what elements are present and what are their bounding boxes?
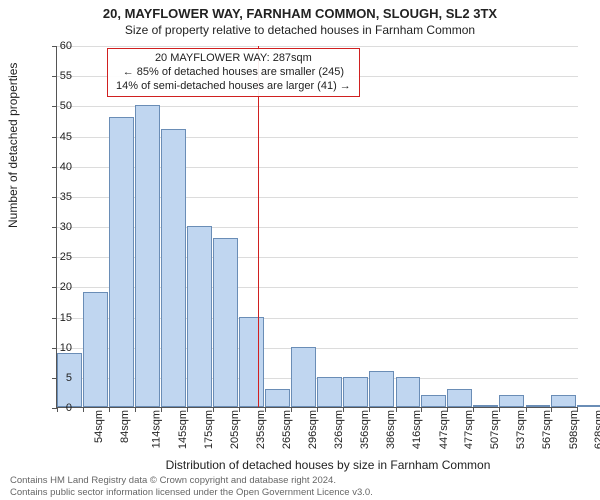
histogram-bar	[109, 117, 134, 407]
y-tick-label: 15	[60, 312, 72, 324]
histogram-bar	[317, 377, 342, 407]
x-tick-label: 416sqm	[411, 410, 423, 449]
x-axis-title: Distribution of detached houses by size …	[28, 458, 600, 472]
annotation-line: 20 MAYFLOWER WAY: 287sqm	[116, 52, 351, 66]
plot-area: 20 MAYFLOWER WAY: 287sqm ← 85% of detach…	[56, 46, 578, 408]
histogram-bar	[473, 405, 498, 407]
x-tick-mark	[83, 407, 84, 412]
y-tick-mark	[52, 137, 57, 138]
y-tick-label: 5	[66, 372, 72, 384]
histogram-bar	[213, 238, 238, 407]
histogram-bar	[369, 371, 394, 407]
histogram-bar	[526, 405, 551, 407]
x-tick-label: 326sqm	[333, 410, 345, 449]
y-tick-mark	[52, 106, 57, 107]
annotation-line: 14% of semi-detached houses are larger (…	[116, 80, 351, 94]
x-tick-label: 145sqm	[178, 410, 190, 449]
histogram-bar	[135, 105, 160, 407]
x-tick-label: 598sqm	[568, 410, 580, 449]
y-tick-label: 35	[60, 191, 72, 203]
histogram-bar	[499, 395, 524, 407]
footer-line: Contains public sector information licen…	[10, 487, 373, 498]
x-tick-label: 296sqm	[308, 410, 320, 449]
x-tick-label: 477sqm	[464, 410, 476, 449]
x-tick-label: 628sqm	[594, 410, 600, 449]
x-tick-label: 54sqm	[93, 410, 105, 443]
histogram-bar	[187, 226, 212, 407]
chart-area: 20 MAYFLOWER WAY: 287sqm ← 85% of detach…	[56, 46, 578, 408]
y-tick-label: 0	[66, 402, 72, 414]
x-tick-label: 235sqm	[255, 410, 267, 449]
histogram-bar	[447, 389, 472, 407]
x-tick-mark	[57, 407, 58, 412]
histogram-bar	[551, 395, 576, 407]
histogram-bar	[396, 377, 421, 407]
y-tick-mark	[52, 76, 57, 77]
y-tick-label: 20	[60, 281, 72, 293]
x-tick-mark	[109, 407, 110, 412]
y-tick-mark	[52, 227, 57, 228]
histogram-bar	[291, 347, 316, 407]
y-tick-mark	[52, 287, 57, 288]
histogram-bar	[161, 129, 186, 407]
x-tick-label: 114sqm	[150, 410, 162, 448]
x-tick-label: 84sqm	[119, 410, 131, 443]
y-tick-mark	[52, 197, 57, 198]
y-tick-label: 45	[60, 131, 72, 143]
y-tick-label: 30	[60, 221, 72, 233]
x-tick-label: 567sqm	[541, 410, 553, 449]
y-tick-label: 55	[60, 70, 72, 82]
footer-line: Contains HM Land Registry data © Crown c…	[10, 475, 373, 486]
footer: Contains HM Land Registry data © Crown c…	[10, 475, 373, 498]
y-tick-label: 10	[60, 342, 72, 354]
y-tick-mark	[52, 257, 57, 258]
y-tick-label: 50	[60, 100, 72, 112]
x-tick-label: 507sqm	[489, 410, 501, 449]
histogram-bar	[577, 405, 600, 407]
x-tick-label: 537sqm	[515, 410, 527, 449]
x-tick-mark	[135, 407, 136, 412]
x-tick-label: 447sqm	[438, 410, 450, 449]
x-tick-label: 265sqm	[281, 410, 293, 449]
x-tick-label: 205sqm	[229, 410, 241, 449]
main-title: 20, MAYFLOWER WAY, FARNHAM COMMON, SLOUG…	[0, 0, 600, 21]
x-tick-label: 386sqm	[385, 410, 397, 449]
y-tick-mark	[52, 46, 57, 47]
gridline	[57, 46, 578, 47]
histogram-bar	[83, 292, 108, 407]
chart-container: 20, MAYFLOWER WAY, FARNHAM COMMON, SLOUG…	[0, 0, 600, 500]
histogram-bar	[343, 377, 368, 407]
annotation-line: ← 85% of detached houses are smaller (24…	[116, 66, 351, 80]
y-tick-label: 25	[60, 251, 72, 263]
y-tick-mark	[52, 167, 57, 168]
y-axis-title: Number of detached properties	[6, 63, 20, 228]
marker-line	[258, 46, 260, 407]
histogram-bar	[239, 317, 264, 408]
sub-title: Size of property relative to detached ho…	[0, 21, 600, 37]
y-tick-label: 40	[60, 161, 72, 173]
y-tick-mark	[52, 318, 57, 319]
histogram-bar	[421, 395, 446, 407]
x-tick-label: 175sqm	[203, 410, 215, 449]
histogram-bar	[265, 389, 290, 407]
annotation-box: 20 MAYFLOWER WAY: 287sqm ← 85% of detach…	[107, 48, 360, 97]
y-tick-mark	[52, 348, 57, 349]
x-tick-label: 356sqm	[359, 410, 371, 449]
y-tick-label: 60	[60, 40, 72, 52]
